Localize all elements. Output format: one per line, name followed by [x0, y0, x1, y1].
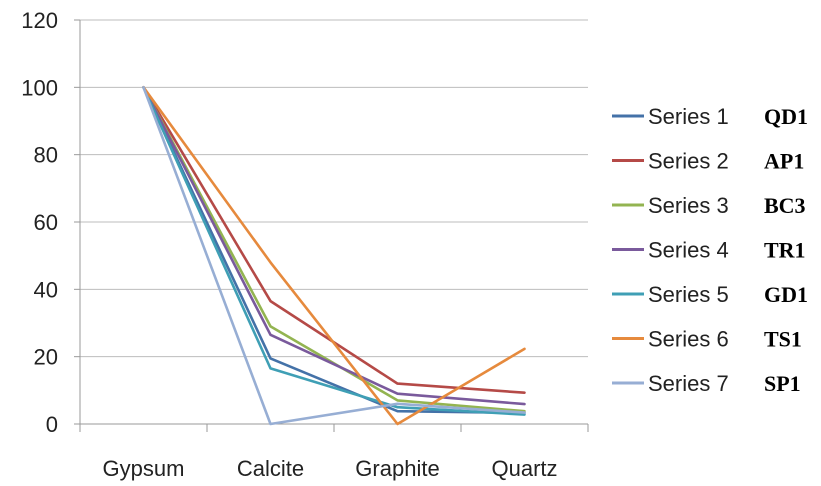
y-tick-label: 100: [21, 75, 58, 100]
legend-sample-tag: SP1: [764, 371, 801, 396]
legend-series-name: Series 7: [648, 371, 729, 396]
legend-series-name: Series 1: [648, 104, 729, 129]
legend-series-name: Series 4: [648, 238, 729, 263]
x-tick-label: Graphite: [355, 456, 439, 481]
gridlines: [80, 19, 588, 358]
legend-entry: Series 1 QD1: [612, 104, 808, 129]
y-tick-label: 40: [34, 277, 58, 302]
x-tick-label: Quartz: [491, 456, 557, 481]
y-axis-tick-labels: 0 20 40 60 80 100 120: [21, 8, 58, 437]
series-lines: [142, 86, 526, 426]
legend-sample-tag: BC3: [764, 193, 806, 218]
y-tick-label: 0: [46, 412, 58, 437]
legend-series-name: Series 6: [648, 327, 729, 352]
legend-sample-tag: AP1: [764, 149, 804, 174]
y-tick-label: 20: [34, 345, 58, 370]
legend-sample-tag: TR1: [764, 238, 806, 263]
y-tick-label: 80: [34, 143, 58, 168]
legend-series-name: Series 3: [648, 193, 729, 218]
legend-entry: Series 4 TR1: [612, 238, 806, 263]
legend-entry: Series 6 TS1: [612, 327, 802, 352]
legend-series-name: Series 2: [648, 149, 729, 174]
series-line-7: [142, 86, 526, 426]
legend-sample-tag: QD1: [764, 104, 808, 129]
series-line-3: [142, 86, 526, 413]
x-tick-label: Gypsum: [103, 456, 185, 481]
x-axis-tick-labels: Gypsum Calcite Graphite Quartz: [103, 456, 558, 481]
x-tick-label: Calcite: [237, 456, 304, 481]
y-tick-label: 60: [34, 210, 58, 235]
legend-entry: Series 7 SP1: [612, 371, 801, 396]
legend-series-name: Series 5: [648, 282, 729, 307]
series-line-6: [142, 86, 526, 426]
axes: [74, 19, 589, 432]
legend-entry: Series 2 AP1: [612, 149, 804, 174]
y-tick-label: 120: [21, 8, 58, 33]
legend-entry: Series 5 GD1: [612, 282, 808, 307]
legend-sample-tag: GD1: [764, 282, 808, 307]
series-line-4: [142, 86, 526, 406]
series-line-5: [142, 86, 526, 416]
legend-entry: Series 3 BC3: [612, 193, 806, 218]
legend-sample-tag: TS1: [764, 327, 802, 352]
